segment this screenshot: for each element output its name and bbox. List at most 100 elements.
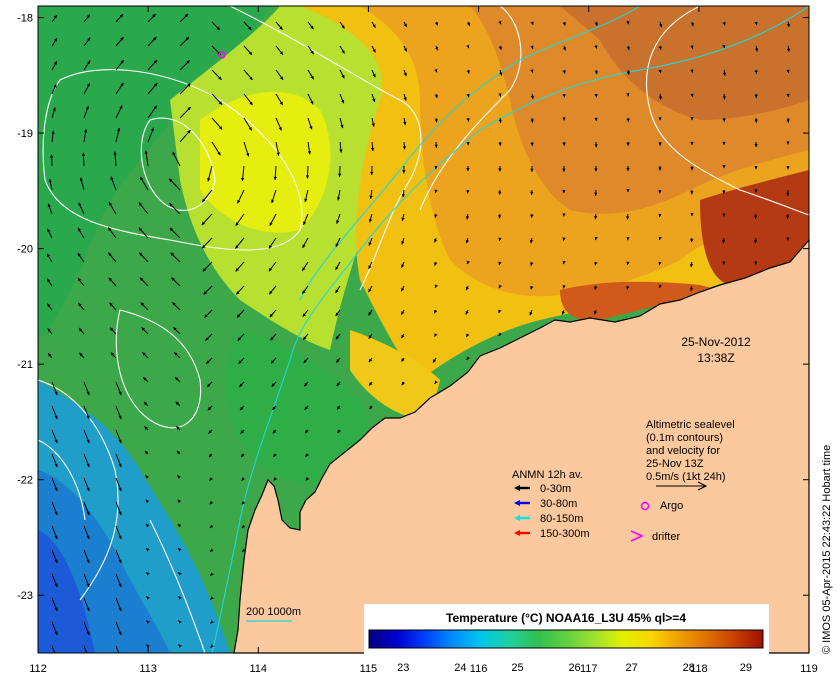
velocity-arrow-head xyxy=(336,359,340,363)
velocity-arrow-head xyxy=(54,559,58,564)
velocity-arrow-head xyxy=(139,252,143,256)
velocity-arrow-head xyxy=(120,60,124,64)
velocity-arrow-head xyxy=(594,215,598,220)
copyright-label: © IMOS 05-Apr-2015 22:43:22 Hobart time xyxy=(821,445,833,654)
velocity-arrow-head xyxy=(48,353,52,357)
velocity-arrow-head xyxy=(273,477,277,481)
velocity-arrow-head xyxy=(658,167,662,171)
mooring-legend-item: 30-80m xyxy=(514,498,577,510)
velocity-arrow-head xyxy=(434,262,438,266)
velocity-arrow-head xyxy=(562,22,566,26)
velocity-arrow-head xyxy=(169,203,173,207)
velocity-arrow-head xyxy=(116,127,121,132)
velocity-arrow-head xyxy=(337,429,341,433)
velocity-arrow-head xyxy=(268,244,273,249)
velocity-arrow-head xyxy=(466,118,470,122)
velocity-arrow-head xyxy=(237,337,242,341)
velocity-arrow-head xyxy=(626,261,630,265)
velocity-arrow-head xyxy=(305,429,309,434)
date-label: 25-Nov-2012 xyxy=(681,335,751,349)
velocity-arrow-head xyxy=(210,644,214,648)
velocity-arrow-head xyxy=(529,239,534,244)
velocity-arrow-head xyxy=(210,572,214,576)
velocity-arrow-head xyxy=(145,523,150,528)
velocity-arrow-head xyxy=(279,101,283,106)
velocity-arrow-head xyxy=(86,487,90,492)
velocity-arrow-head xyxy=(87,37,91,42)
velocity-arrow-head xyxy=(594,236,598,241)
velocity-arrow-head xyxy=(241,177,245,182)
velocity-arrow-head xyxy=(142,352,146,356)
velocity-arrow-head xyxy=(145,475,149,479)
x-tick-label: 117 xyxy=(580,663,598,675)
velocity-arrow-head xyxy=(593,310,598,315)
velocity-arrow-head xyxy=(205,337,209,341)
x-tick-label: 115 xyxy=(360,663,378,675)
velocity-arrow-head xyxy=(562,237,566,241)
velocity-arrow-head xyxy=(235,245,239,249)
mooring-legend-arrow-head xyxy=(514,485,520,491)
velocity-arrow-head xyxy=(203,291,207,295)
velocity-arrow-head xyxy=(86,439,90,444)
mooring-legend-label: 150-300m xyxy=(540,528,590,540)
velocity-arrow-head xyxy=(178,620,182,624)
velocity-arrow-head xyxy=(86,391,90,396)
velocity-arrow-head xyxy=(271,199,275,204)
velocity-arrow-head xyxy=(562,284,566,289)
y-tick-label: -20 xyxy=(17,244,33,256)
argo-legend-icon xyxy=(640,501,650,511)
velocity-arrow-head xyxy=(562,260,566,265)
velocity-arrow-head xyxy=(141,327,145,331)
velocity-arrow-head xyxy=(85,106,89,110)
velocity-arrow-head xyxy=(754,94,758,98)
velocity-arrow-head xyxy=(217,151,221,156)
velocity-arrow-head xyxy=(175,377,179,381)
velocity-arrow-head xyxy=(53,38,57,42)
velocity-arrow-head xyxy=(754,189,758,193)
velocity-arrow-head xyxy=(86,14,90,19)
velocity-arrow-head xyxy=(754,166,758,170)
velocity-arrow-head xyxy=(208,453,213,458)
velocity-arrow-head xyxy=(401,287,405,292)
velocity-arrow-head xyxy=(690,238,694,243)
velocity-arrow-head xyxy=(170,252,174,256)
velocity-arrow-head xyxy=(113,151,117,155)
velocity-arrow-head xyxy=(139,277,144,281)
velocity-arrow-head xyxy=(86,83,90,87)
velocity-arrow-head xyxy=(269,313,274,318)
velocity-arrow-head xyxy=(54,631,58,636)
velocity-arrow-head xyxy=(341,74,345,79)
velocity-arrow-head xyxy=(145,450,149,455)
velocity-arrow-head xyxy=(268,267,273,272)
velocity-arrow-head xyxy=(81,152,86,157)
velocity-arrow-head xyxy=(202,198,206,203)
velocity-arrow-head xyxy=(690,141,694,146)
velocity-arrow-head xyxy=(86,607,90,612)
velocity-arrow-head xyxy=(177,499,182,504)
velocity-arrow-head xyxy=(86,631,90,636)
velocity-arrow-head xyxy=(276,152,280,156)
x-tick-label: 116 xyxy=(470,663,488,675)
velocity-arrow-head xyxy=(337,406,341,410)
velocity-arrow-head xyxy=(658,96,663,100)
velocity-arrow-head xyxy=(401,334,405,339)
velocity-arrow-head xyxy=(368,335,372,339)
velocity-arrow-head xyxy=(498,46,502,50)
velocity-arrow-head xyxy=(722,96,726,100)
velocity-arrow-head xyxy=(209,524,214,529)
velocity-arrow-head xyxy=(119,105,123,109)
velocity-arrow-head xyxy=(786,93,790,97)
velocity-arrow-head xyxy=(689,287,694,291)
velocity-arrow-head xyxy=(86,463,90,468)
velocity-arrow-head xyxy=(145,499,150,504)
velocity-arrow-head xyxy=(370,147,375,151)
velocity-arrow-head xyxy=(433,359,437,363)
velocity-arrow-head xyxy=(207,406,212,411)
velocity-arrow-head xyxy=(530,191,534,195)
velocity-arrow-head xyxy=(303,359,307,364)
velocity-arrow-head xyxy=(209,500,214,505)
colorbar-bar xyxy=(368,629,764,649)
colorbar-tick-label: 27 xyxy=(626,662,638,674)
velocity-arrow-head xyxy=(562,47,567,51)
velocity-arrow-head xyxy=(369,382,373,386)
